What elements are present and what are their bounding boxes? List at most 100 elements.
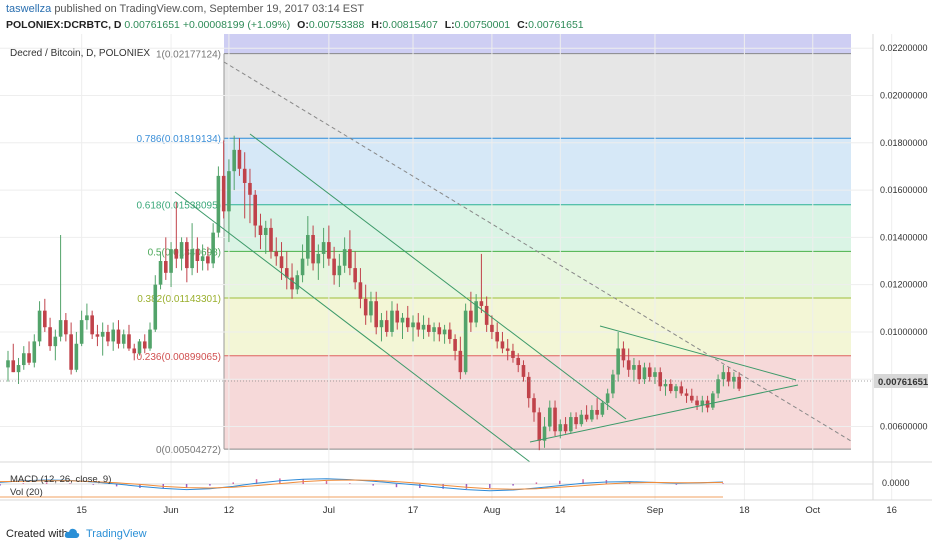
candle-body — [726, 372, 731, 382]
fib-trend-dashed-line[interactable] — [223, 61, 852, 442]
candle — [190, 223, 194, 276]
candle — [432, 322, 436, 342]
candle — [90, 310, 94, 340]
current-price-tag: 0.00761651 — [874, 374, 929, 388]
candle-body — [211, 232, 215, 264]
candle — [732, 372, 736, 389]
price-chart[interactable]: 1(0.02177124) 0.786(0.01819134) 0.618(0.01… — [0, 34, 932, 520]
candle — [11, 343, 16, 373]
triangle-upper-line[interactable] — [599, 325, 797, 381]
candle — [116, 320, 121, 349]
tradingview-brand-link[interactable]: TradingView — [86, 528, 147, 540]
y-tick-label: 0.00600000 — [880, 422, 928, 432]
candle — [716, 374, 720, 399]
candle-body — [179, 242, 184, 259]
candle — [95, 324, 100, 347]
candle — [516, 353, 521, 373]
candle — [348, 230, 352, 276]
candle-body — [448, 329, 452, 340]
candle — [48, 317, 52, 351]
fib-level-label: 0(0.00504272) — [156, 445, 221, 456]
candle — [647, 362, 652, 382]
candle — [584, 405, 589, 422]
x-tick-label: 17 — [408, 505, 419, 516]
fib-band-top — [224, 34, 851, 54]
candle-body — [358, 282, 363, 299]
candle-body — [284, 268, 289, 278]
candle-body — [190, 249, 194, 269]
candle — [579, 409, 584, 427]
candle — [269, 218, 273, 259]
author-link[interactable]: taswellza — [6, 3, 52, 15]
candle — [611, 369, 615, 399]
candle — [342, 237, 347, 273]
candle-body — [505, 348, 510, 351]
candle — [484, 296, 489, 332]
channel-upper-line[interactable] — [249, 133, 627, 420]
candle-body — [647, 367, 652, 377]
candle-body — [237, 149, 242, 169]
candle-body — [327, 242, 331, 259]
candle-body — [232, 149, 236, 172]
candle-body — [653, 372, 657, 377]
x-tick-label: 12 — [224, 505, 235, 516]
candle-body — [632, 365, 636, 370]
macd-zero-tick: 0.0000 — [882, 478, 910, 488]
candle-body — [158, 261, 163, 285]
fib-level-label: 1(0.02177124) — [156, 50, 221, 61]
candle — [332, 246, 336, 285]
candle — [411, 315, 415, 342]
triangle-lower-line[interactable] — [529, 384, 799, 443]
candle — [274, 237, 279, 266]
candle-body — [95, 334, 100, 337]
candle-body — [248, 182, 252, 195]
publish-header: taswellza published on TradingView.com, … — [6, 0, 926, 34]
candle-body — [395, 310, 400, 323]
candle — [632, 357, 636, 382]
candle — [295, 270, 300, 295]
candle — [242, 152, 247, 219]
candle — [263, 220, 268, 254]
candle-body — [616, 348, 620, 375]
candle-body — [521, 365, 526, 377]
low-label: L: — [444, 19, 455, 31]
candle — [248, 168, 252, 224]
candle — [337, 253, 342, 288]
candle — [469, 291, 473, 332]
candle-body — [274, 251, 279, 257]
candle-body — [574, 417, 578, 425]
candle-body — [153, 284, 158, 330]
open-value: 0.00753388 — [308, 19, 365, 31]
macd-signal-line — [0, 479, 724, 490]
candle — [158, 251, 163, 290]
candle-body — [148, 329, 152, 349]
trendline-drawings[interactable] — [174, 61, 852, 463]
candle-body — [732, 376, 736, 382]
y-tick-label: 0.02000000 — [880, 90, 928, 100]
candle — [74, 331, 79, 373]
candle-body — [227, 171, 231, 212]
candle — [111, 322, 115, 351]
candle-body — [442, 329, 447, 335]
channel-lower-line[interactable] — [174, 191, 531, 463]
candle — [690, 388, 694, 403]
candle-body — [553, 407, 557, 432]
candle — [221, 140, 226, 219]
candle — [164, 237, 168, 280]
x-tick-label: Sep — [647, 505, 664, 516]
candle — [258, 213, 263, 250]
candle — [479, 253, 484, 314]
candle-body — [58, 320, 63, 337]
candle-body — [437, 327, 442, 335]
fib-level-label: 0.618(0.01538095) — [136, 201, 221, 212]
candle — [590, 405, 594, 422]
candle — [79, 310, 84, 347]
candle — [327, 225, 331, 266]
candle-body — [711, 393, 715, 408]
candle — [185, 237, 189, 283]
candle-body — [658, 372, 663, 387]
fib-band-2 — [224, 204, 851, 252]
candle-body — [300, 258, 305, 276]
candle — [658, 367, 663, 392]
candle — [437, 322, 442, 342]
